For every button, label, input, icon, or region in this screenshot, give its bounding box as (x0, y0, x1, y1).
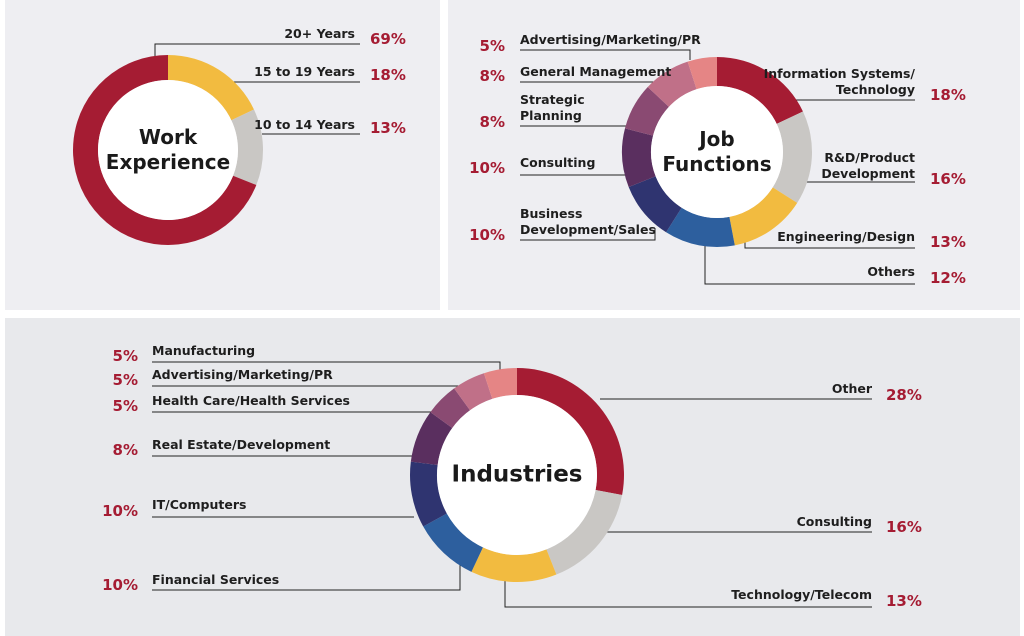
donut-slice (628, 176, 682, 233)
slice-label: Consulting (520, 155, 596, 170)
leader-line (154, 43, 360, 57)
slice-label: Engineering/Design (777, 229, 915, 244)
value-label: 16% (886, 518, 922, 536)
value-label: 5% (112, 397, 138, 415)
donut-hole (98, 80, 238, 220)
slice-label: 10 to 14 Years (254, 117, 355, 132)
donut-slice (410, 412, 453, 465)
value-label: 18% (370, 66, 406, 84)
slice-label: R&D/Product Development (821, 150, 915, 181)
value-label: 18% (930, 86, 966, 104)
chart-title: Work Experience (105, 125, 231, 174)
value-label: 8% (479, 67, 505, 85)
donut-slice (410, 461, 447, 527)
leader-line (504, 572, 872, 608)
slice-label: Financial Services (152, 572, 280, 587)
value-label: 69% (370, 30, 406, 48)
donut-slice (647, 61, 697, 107)
slice-label: 15 to 19 Years (254, 64, 355, 79)
donut-slice (471, 547, 557, 582)
donut-slice (483, 368, 517, 399)
slice-label: Technology/Telecom (731, 587, 872, 602)
leader-line (152, 361, 501, 370)
value-label: 5% (112, 371, 138, 389)
value-label: 10% (469, 159, 505, 177)
donut-slice (687, 57, 717, 90)
slice-label: Other (831, 381, 872, 396)
value-label: 5% (479, 37, 505, 55)
slice-label: Real Estate/Development (152, 437, 331, 452)
donut-slice (624, 86, 669, 136)
donut-slice (517, 368, 624, 496)
donut-slice (430, 388, 470, 428)
slice-label: IT/Computers (152, 497, 247, 512)
chart-title: Industries (451, 461, 583, 488)
value-label: 8% (479, 113, 505, 131)
slice-label: 20+ Years (284, 26, 355, 41)
donut-slice (772, 111, 812, 203)
slice-label: Manufacturing (152, 343, 256, 358)
donut-slice (546, 489, 623, 575)
slice-label: Information Systems/ Technology (763, 66, 915, 97)
donut-slice (717, 57, 803, 124)
value-label: 10% (102, 576, 138, 594)
donut-slice (423, 513, 483, 572)
slice-label: Advertising/Marketing/PR (520, 32, 701, 47)
value-label: 8% (112, 441, 138, 459)
donut-slice (168, 55, 254, 121)
slice-label: Health Care/Health Services (152, 393, 350, 408)
donut-slice (231, 109, 263, 185)
leader-line (704, 245, 915, 285)
slice-label: Business Development/Sales (520, 206, 656, 237)
leader-line (152, 562, 461, 591)
value-label: 10% (469, 226, 505, 244)
leader-line (520, 49, 691, 60)
value-label: 5% (112, 347, 138, 365)
donut-hole (651, 86, 783, 218)
slice-label: General Management (520, 64, 672, 79)
slice-label: Others (867, 264, 915, 279)
donut-slice (666, 207, 735, 248)
value-label: 10% (102, 502, 138, 520)
value-label: 13% (930, 233, 966, 251)
donut-slice (622, 128, 656, 187)
donut-slice (729, 187, 798, 246)
value-label: 28% (886, 386, 922, 404)
slice-label: Advertising/Marketing/PR (152, 367, 333, 382)
leader-line (520, 228, 656, 241)
donut-slice (454, 373, 493, 411)
value-label: 13% (370, 119, 406, 137)
chart-title: Job Functions (662, 127, 772, 176)
slice-label: Strategic Planning (520, 92, 585, 123)
value-label: 12% (930, 269, 966, 287)
value-label: 13% (886, 592, 922, 610)
donut-hole (437, 395, 597, 555)
slice-label: Consulting (796, 514, 872, 529)
value-label: 16% (930, 170, 966, 188)
